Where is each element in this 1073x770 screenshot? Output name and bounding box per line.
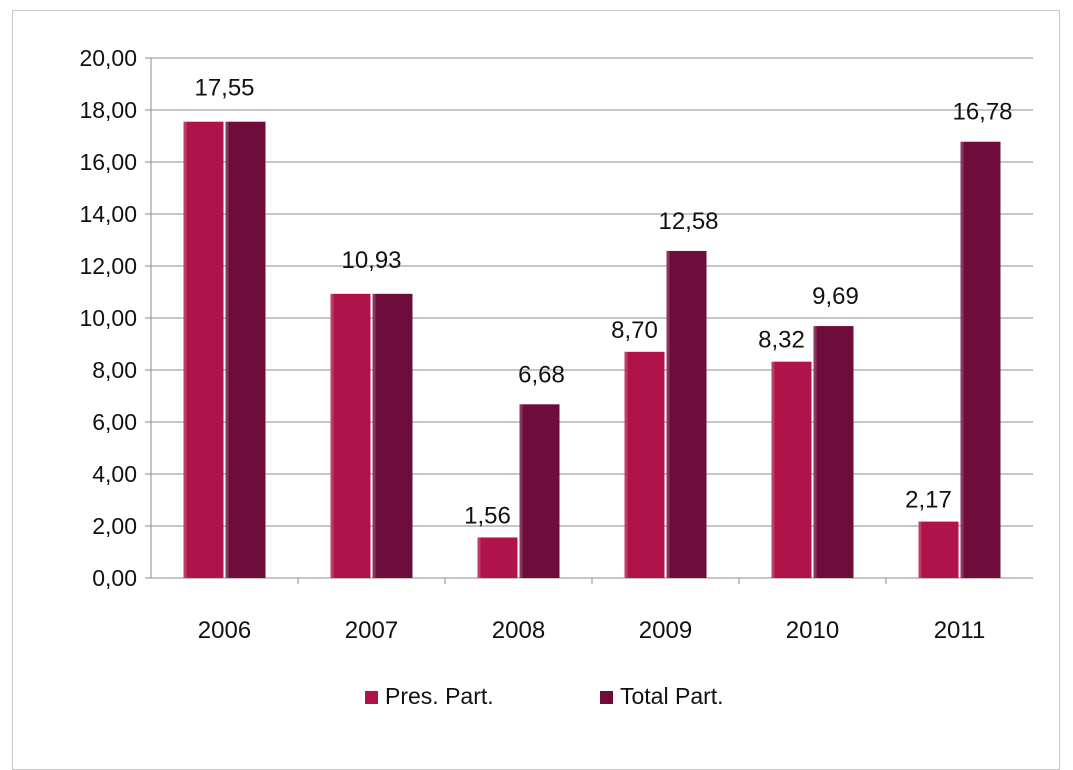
x-tick-label: 2008 [492,617,545,644]
bar-total-part [225,121,266,578]
y-tick-label: 12,00 [79,253,137,279]
legend-label: Pres. Part. [385,683,494,709]
chart-frame: 0,00 2,00 4,00 6,00 8,00 10,00 12,00 14,00 16,00… [12,10,1060,770]
y-tick-label: 10,00 [79,305,137,331]
bar-highlight [666,250,670,579]
bar-total-part [519,404,560,578]
bar-total-part [372,293,413,578]
bar-highlight [372,293,376,578]
bar-pres-part [918,521,959,578]
bar-total-part [666,250,707,579]
x-tick-label: 2009 [639,617,692,644]
bar-highlight [519,404,523,578]
bar-pres-part [330,293,371,578]
data-label: 9,69 [812,283,859,310]
bar-total-part [960,141,1001,578]
bars [183,121,1001,579]
y-tick-label: 8,00 [92,357,137,383]
data-label: 8,32 [758,327,805,354]
legend-label: Total Part. [620,683,724,709]
y-tick-label: 2,00 [92,513,137,539]
data-label: 8,70 [611,317,658,344]
legend: Pres. Part. Total Part. [365,683,724,709]
x-tick-label: 2011 [934,617,986,644]
y-tick-label: 6,00 [92,409,137,435]
bar-pres-part [771,361,812,578]
x-tick-label: 2010 [786,617,839,644]
y-tick-label: 20,00 [79,45,137,71]
data-label: 6,68 [518,361,565,388]
bar-highlight [330,293,334,578]
x-tick-label: 2007 [345,617,398,644]
bar-pres-part [624,351,665,578]
data-label: 10,93 [341,247,401,274]
axes: 0,00 2,00 4,00 6,00 8,00 10,00 12,00 14,00 16,00… [79,45,1033,644]
bar-pres-part [477,537,518,578]
legend-swatch [365,691,378,704]
x-tick-label: 2006 [198,617,251,644]
y-tick-label: 4,00 [92,461,137,487]
bar-highlight [477,537,481,578]
y-tick-label: 16,00 [79,149,137,175]
y-tick-label: 14,00 [79,201,137,227]
data-label: 17,55 [194,75,254,102]
bar-highlight [183,121,187,578]
bar-highlight [624,351,628,578]
data-labels: 17,55 10,93 1,56 6,68 8,70 12,58 8,32 9,69 2,17 1… [194,75,1012,530]
bar-total-part [813,326,854,578]
bar-highlight [225,121,229,578]
gridlines [151,57,1033,527]
data-label: 12,58 [658,208,718,235]
data-label: 1,56 [464,502,511,529]
data-label: 16,78 [952,99,1012,126]
bar-highlight [960,141,964,578]
bar-highlight [771,361,775,578]
legend-swatch [600,691,613,704]
bar-highlight [918,521,922,578]
bar-highlight [813,326,817,578]
data-label: 2,17 [905,487,952,514]
bar-chart: 0,00 2,00 4,00 6,00 8,00 10,00 12,00 14,00 16,00… [79,45,1033,709]
y-tick-label: 0,00 [92,565,137,591]
bar-pres-part [183,121,224,578]
y-tick-label: 18,00 [79,97,137,123]
